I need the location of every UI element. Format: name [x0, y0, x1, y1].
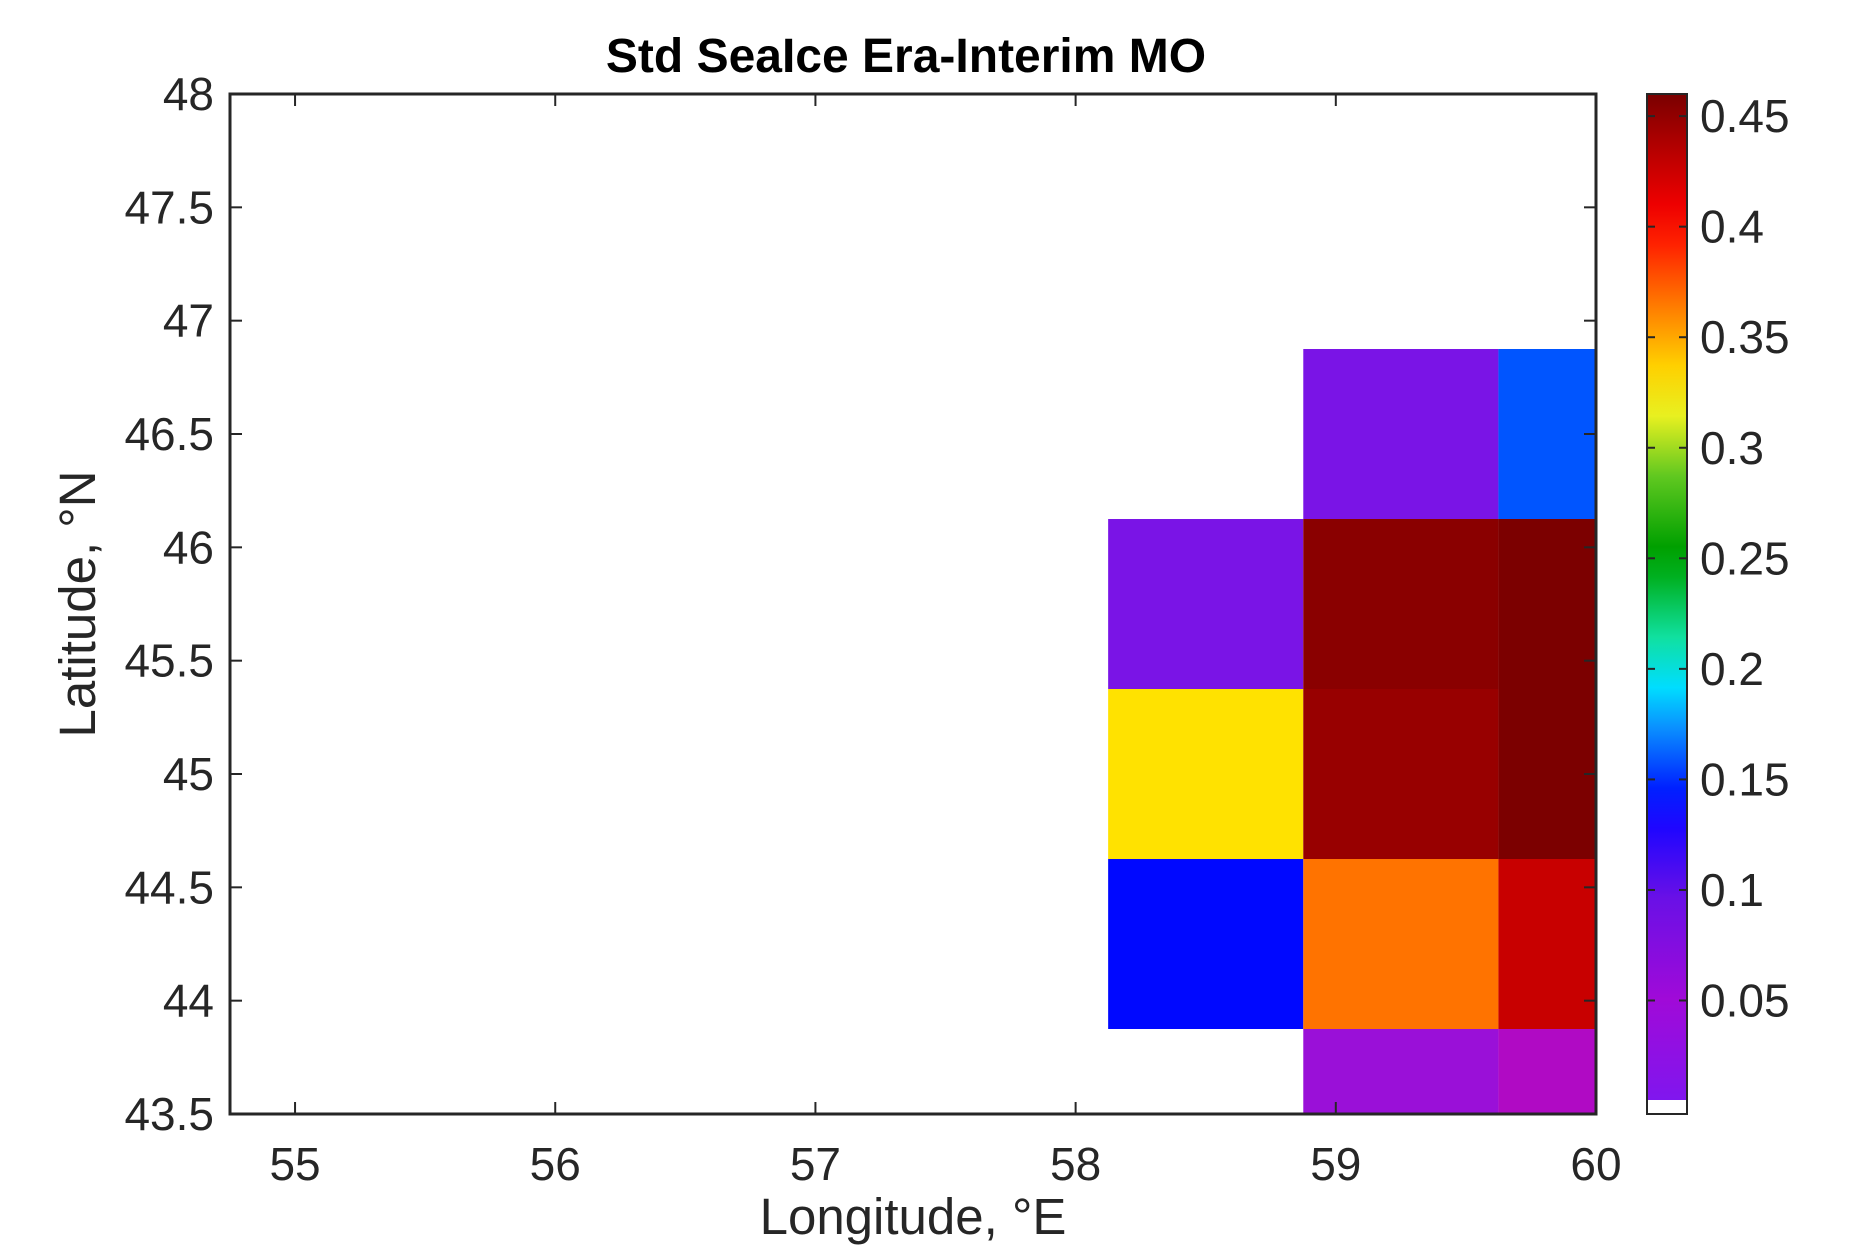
colorbar-frame: [1646, 93, 1688, 1115]
y-tick-label: 46.5: [124, 408, 214, 460]
y-tick-label: 44.5: [124, 861, 214, 913]
y-tick-label: 47: [163, 295, 214, 347]
colorbar-tick-label: 0.35: [1700, 311, 1790, 363]
colorbar-tick-label: 0.45: [1700, 90, 1790, 142]
colorbar-tick-label: 0.2: [1700, 643, 1764, 695]
plot-frame: [228, 92, 1598, 1116]
heatmap-cell: [1498, 519, 1596, 689]
colorbar-ticks: 0.05 0.1 0.15 0.2 0.25 0.3 0.35 0.4 0.45: [1647, 90, 1790, 1027]
heatmap-cell: [1498, 689, 1596, 859]
heatmap-cell: [1303, 859, 1499, 1029]
heatmap-cell: [1108, 859, 1304, 1029]
heatmap-cell: [1303, 689, 1499, 859]
x-tick-label: 57: [790, 1138, 841, 1190]
heatmap-cell: [1108, 519, 1304, 689]
colorbar: 0.05 0.1 0.15 0.2 0.25 0.3 0.35 0.4 0.45: [1646, 90, 1790, 1115]
y-axis-label: Latitude, °N: [49, 470, 106, 737]
y-axis-ticks: 43.5 44 44.5 45 45.5 46 46.5 47 47.5 48: [124, 68, 214, 1140]
colorbar-gradient: [1647, 94, 1687, 1100]
y-tick-label: 44: [163, 975, 214, 1027]
colorbar-tick-label: 0.25: [1700, 532, 1790, 584]
heatmap-cells: [1108, 349, 1596, 1114]
colorbar-tick-label: 0.3: [1700, 422, 1764, 474]
colorbar-tick-label: 0.4: [1700, 201, 1764, 253]
heatmap-cell: [1303, 349, 1499, 519]
heatmap-cell: [1303, 1029, 1499, 1114]
y-tick-label: 48: [163, 68, 214, 120]
y-tick-label: 45: [163, 748, 214, 800]
x-axis-ticks: 55 56 57 58 59 60: [269, 1138, 1621, 1190]
y-tick-label: 43.5: [124, 1088, 214, 1140]
colorbar-tick-label: 0.05: [1700, 975, 1790, 1027]
x-tick-label: 60: [1570, 1138, 1621, 1190]
colorbar-empty-bin: [1647, 1100, 1687, 1114]
x-axis-label: Longitude, °E: [760, 1188, 1067, 1245]
colorbar-tick-label: 0.1: [1700, 864, 1764, 916]
x-tick-label: 58: [1050, 1138, 1101, 1190]
x-tick-label: 56: [530, 1138, 581, 1190]
colorbar-tick-label: 0.15: [1700, 753, 1790, 805]
heatmap-cell: [1498, 1029, 1596, 1114]
x-tick-label: 55: [269, 1138, 320, 1190]
y-tick-label: 45.5: [124, 635, 214, 687]
y-tick-label: 46: [163, 521, 214, 573]
heatmap-cell: [1498, 349, 1596, 519]
plot-area: [228, 92, 1598, 1116]
heatmap-cell: [1303, 519, 1499, 689]
heatmap-cell: [1108, 689, 1304, 859]
heatmap-cell: [1498, 859, 1596, 1029]
y-tick-label: 47.5: [124, 181, 214, 233]
chart-title: Std SeaIce Era-Interim MO: [606, 30, 1206, 83]
x-tick-label: 59: [1310, 1138, 1361, 1190]
